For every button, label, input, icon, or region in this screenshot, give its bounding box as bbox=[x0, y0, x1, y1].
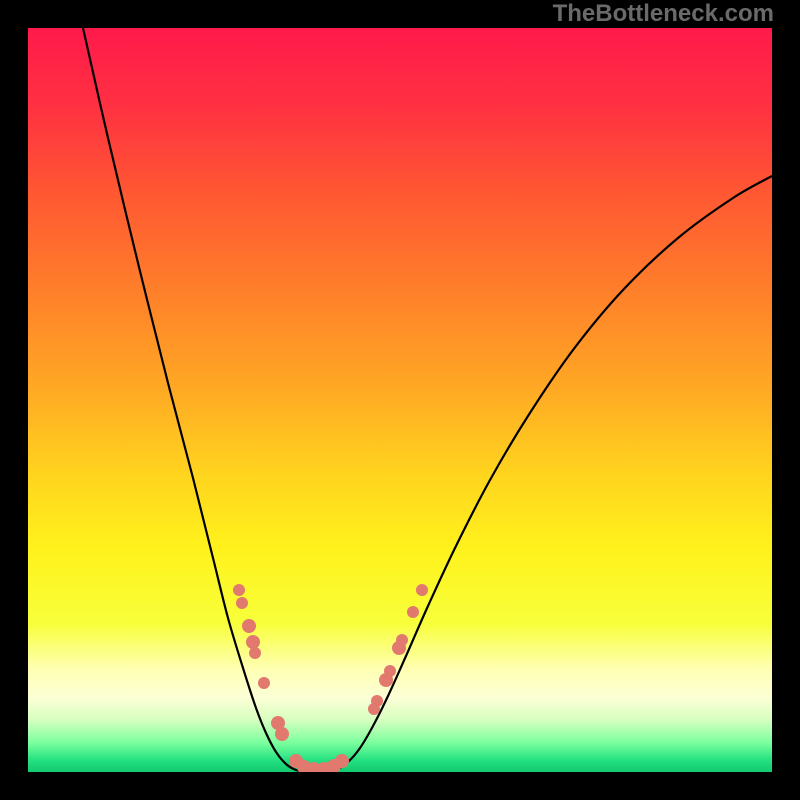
bottleneck-curve bbox=[83, 28, 772, 772]
data-marker bbox=[396, 634, 408, 646]
watermark-text: TheBottleneck.com bbox=[553, 0, 774, 28]
data-marker bbox=[258, 677, 270, 689]
data-marker bbox=[236, 597, 248, 609]
chart-frame: TheBottleneck.com bbox=[0, 0, 800, 800]
plot-area bbox=[28, 28, 772, 772]
data-marker bbox=[371, 695, 383, 707]
data-marker bbox=[275, 727, 289, 741]
data-marker bbox=[384, 665, 396, 677]
data-marker bbox=[233, 584, 245, 596]
data-marker bbox=[416, 584, 428, 596]
data-marker bbox=[335, 754, 349, 768]
data-marker bbox=[407, 606, 419, 618]
data-marker bbox=[249, 647, 261, 659]
data-marker bbox=[242, 619, 256, 633]
curve-layer bbox=[28, 28, 772, 772]
data-marker bbox=[246, 635, 260, 649]
